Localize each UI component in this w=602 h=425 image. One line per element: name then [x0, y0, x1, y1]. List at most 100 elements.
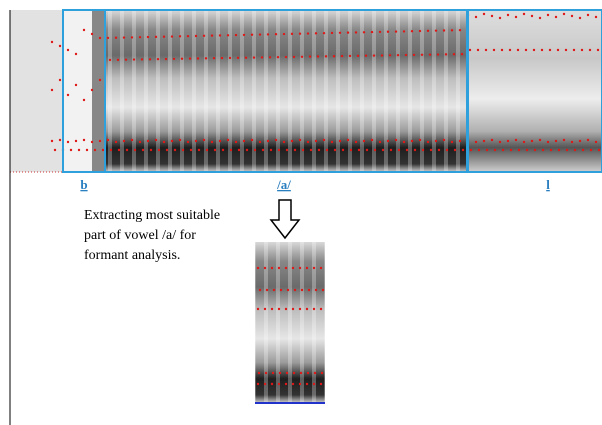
formant-dot — [307, 372, 309, 374]
formant-dot — [131, 36, 133, 38]
formant-dot — [59, 79, 61, 81]
formant-dot — [285, 56, 287, 58]
formant-dot — [390, 149, 392, 151]
formant-dot — [107, 139, 109, 141]
formant-dot — [507, 14, 509, 16]
formant-dot — [299, 308, 301, 310]
formant-dot — [320, 308, 322, 310]
formant-dot — [91, 89, 93, 91]
formant-dot — [285, 308, 287, 310]
formant-dot — [566, 149, 568, 151]
formant-dot — [182, 149, 184, 151]
formant-dot — [477, 49, 479, 51]
formant-dot — [187, 141, 189, 143]
formant-dot — [320, 267, 322, 269]
formant-dot — [157, 58, 159, 60]
formant-dot — [306, 267, 308, 269]
formant-dot — [264, 267, 266, 269]
formant-dot — [283, 33, 285, 35]
formant-dot — [203, 35, 205, 37]
formant-dot — [259, 289, 261, 291]
formant-dot — [301, 56, 303, 58]
formant-dot — [587, 14, 589, 16]
formant-dot — [110, 149, 112, 151]
formant-dot — [291, 140, 293, 142]
formant-dot — [307, 32, 309, 34]
formant-dot — [292, 267, 294, 269]
formant-dot — [54, 149, 56, 151]
formant-dot — [323, 32, 325, 34]
formant-dot — [279, 372, 281, 374]
formant-dot — [430, 149, 432, 151]
formant-dot — [582, 149, 584, 151]
formant-dot — [445, 53, 447, 55]
formant-dot — [315, 32, 317, 34]
formant-dot — [301, 289, 303, 291]
formant-dot — [214, 149, 216, 151]
formant-dot — [59, 139, 61, 141]
formant-dot — [573, 49, 575, 51]
formant-dot — [294, 149, 296, 151]
formant-dot — [321, 372, 323, 374]
formant-dot — [571, 141, 573, 143]
formant-dot — [389, 54, 391, 56]
formant-dot — [292, 383, 294, 385]
formant-dot — [315, 289, 317, 291]
spectrogram-l — [467, 10, 602, 172]
formant-dot — [462, 149, 464, 151]
formant-dot — [531, 15, 533, 17]
formant-dot — [581, 49, 583, 51]
formant-dot — [318, 149, 320, 151]
formant-dot — [275, 33, 277, 35]
formant-dot — [398, 149, 400, 151]
formant-dot — [475, 16, 477, 18]
formant-dot — [451, 29, 453, 31]
spectrogram-pre — [10, 10, 63, 172]
formant-dot — [595, 141, 597, 143]
formant-dot — [261, 56, 263, 58]
formant-dot — [150, 149, 152, 151]
formant-dot — [313, 383, 315, 385]
formant-dot — [419, 139, 421, 141]
formant-dot — [355, 31, 357, 33]
formant-dot — [149, 58, 151, 60]
caption-line: formant analysis. — [84, 248, 180, 263]
formant-dot — [310, 149, 312, 151]
formant-dot — [326, 149, 328, 151]
formant-dot — [134, 149, 136, 151]
burst — [92, 10, 105, 172]
formant-dot — [243, 34, 245, 36]
formant-dot — [451, 141, 453, 143]
formant-dot — [542, 149, 544, 151]
formant-dot — [51, 89, 53, 91]
formant-dot — [469, 49, 471, 51]
formant-dot — [518, 149, 520, 151]
formant-dot — [91, 33, 93, 35]
formant-dot — [75, 84, 77, 86]
formant-dot — [278, 383, 280, 385]
formant-dot — [435, 29, 437, 31]
formant-dot — [147, 140, 149, 142]
formant-dot — [264, 308, 266, 310]
formant-dot — [493, 49, 495, 51]
formant-dot — [358, 149, 360, 151]
formant-dot — [419, 30, 421, 32]
formant-dot — [195, 140, 197, 142]
formant-dot — [287, 289, 289, 291]
formant-dot — [205, 57, 207, 59]
formant-dot — [285, 383, 287, 385]
formant-dot — [549, 49, 551, 51]
formant-dot — [293, 56, 295, 58]
formant-dot — [139, 36, 141, 38]
formant-dot — [589, 49, 591, 51]
formant-dot — [515, 139, 517, 141]
formant-dot — [259, 33, 261, 35]
formant-dot — [598, 149, 600, 151]
formant-dot — [313, 308, 315, 310]
formant-dot — [429, 53, 431, 55]
formant-dot — [461, 53, 463, 55]
figure: b /a/ l Extracting most suitable part of… — [0, 0, 602, 425]
formant-dot — [292, 308, 294, 310]
formant-dot — [155, 36, 157, 38]
formant-dot — [286, 149, 288, 151]
